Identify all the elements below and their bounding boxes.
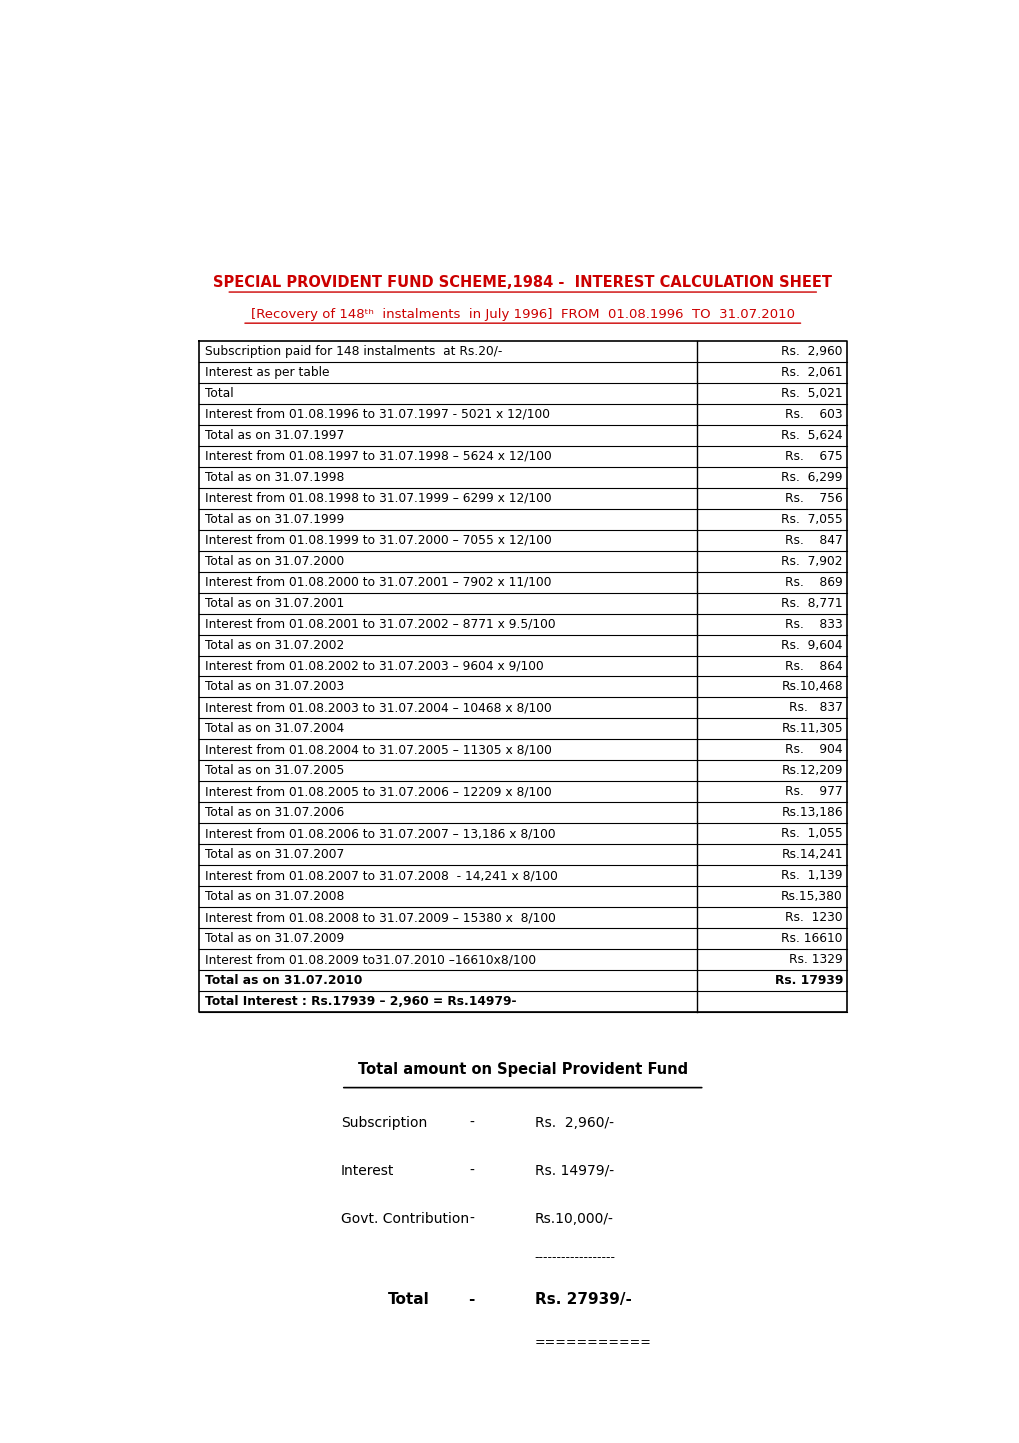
Text: Rs.    847: Rs. 847 bbox=[785, 534, 842, 547]
Text: Total as on 31.07.2004: Total as on 31.07.2004 bbox=[205, 723, 343, 736]
Text: -: - bbox=[469, 1212, 474, 1225]
Text: Rs. 1329: Rs. 1329 bbox=[789, 954, 842, 967]
Text: Rs.  1,139: Rs. 1,139 bbox=[781, 869, 842, 882]
Text: Rs.  5,021: Rs. 5,021 bbox=[781, 387, 842, 400]
Text: Rs.  7,902: Rs. 7,902 bbox=[781, 554, 842, 567]
Text: Rs.  5,624: Rs. 5,624 bbox=[781, 429, 842, 442]
Text: Subscription: Subscription bbox=[340, 1115, 427, 1130]
Text: Interest from 01.08.1999 to 31.07.2000 – 7055 x 12/100: Interest from 01.08.1999 to 31.07.2000 –… bbox=[205, 534, 551, 547]
Text: Total as on 31.07.2005: Total as on 31.07.2005 bbox=[205, 765, 344, 778]
Text: ===========: =========== bbox=[534, 1336, 651, 1349]
Text: Rs.  6,299: Rs. 6,299 bbox=[781, 470, 842, 483]
Text: Total as on 31.07.2008: Total as on 31.07.2008 bbox=[205, 890, 344, 903]
Text: Rs.    869: Rs. 869 bbox=[785, 576, 842, 589]
Text: Rs. 17939: Rs. 17939 bbox=[773, 974, 842, 987]
Text: Rs.    904: Rs. 904 bbox=[785, 743, 842, 756]
Text: Rs.    977: Rs. 977 bbox=[785, 785, 842, 798]
Text: SPECIAL PROVIDENT FUND SCHEME,1984 -  INTEREST CALCULATION SHEET: SPECIAL PROVIDENT FUND SCHEME,1984 - INT… bbox=[213, 274, 832, 290]
Text: Interest from 01.08.2008 to 31.07.2009 – 15380 x  8/100: Interest from 01.08.2008 to 31.07.2009 –… bbox=[205, 911, 555, 924]
Text: Interest from 01.08.2005 to 31.07.2006 – 12209 x 8/100: Interest from 01.08.2005 to 31.07.2006 –… bbox=[205, 785, 551, 798]
Text: Interest from 01.08.1996 to 31.07.1997 - 5021 x 12/100: Interest from 01.08.1996 to 31.07.1997 -… bbox=[205, 408, 549, 421]
Text: Interest from 01.08.1997 to 31.07.1998 – 5624 x 12/100: Interest from 01.08.1997 to 31.07.1998 –… bbox=[205, 450, 551, 463]
Text: Interest from 01.08.2006 to 31.07.2007 – 13,186 x 8/100: Interest from 01.08.2006 to 31.07.2007 –… bbox=[205, 827, 555, 840]
Text: Total as on 31.07.2006: Total as on 31.07.2006 bbox=[205, 807, 343, 820]
Text: Interest from 01.08.2001 to 31.07.2002 – 8771 x 9.5/100: Interest from 01.08.2001 to 31.07.2002 –… bbox=[205, 618, 555, 631]
Text: Rs.  8,771: Rs. 8,771 bbox=[781, 596, 842, 609]
Text: Rs. 27939/-: Rs. 27939/- bbox=[534, 1293, 631, 1307]
Text: Rs.  2,960: Rs. 2,960 bbox=[781, 345, 842, 358]
Text: Rs.   837: Rs. 837 bbox=[789, 701, 842, 714]
Text: ------------------: ------------------ bbox=[534, 1251, 615, 1264]
Text: Rs.10,468: Rs.10,468 bbox=[781, 681, 842, 694]
Text: Total amount on Special Provident Fund: Total amount on Special Provident Fund bbox=[358, 1062, 687, 1076]
Text: -: - bbox=[469, 1165, 474, 1177]
Text: Rs.14,241: Rs.14,241 bbox=[781, 848, 842, 861]
Text: Total as on 31.07.2003: Total as on 31.07.2003 bbox=[205, 681, 343, 694]
Text: Interest from 01.08.2003 to 31.07.2004 – 10468 x 8/100: Interest from 01.08.2003 to 31.07.2004 –… bbox=[205, 701, 551, 714]
Text: Rs.  9,604: Rs. 9,604 bbox=[781, 639, 842, 652]
Text: Total as on 31.07.2009: Total as on 31.07.2009 bbox=[205, 932, 343, 945]
Text: Rs.  1,055: Rs. 1,055 bbox=[781, 827, 842, 840]
Text: Rs.  7,055: Rs. 7,055 bbox=[781, 512, 842, 525]
Text: Interest from 01.08.2009 to31.07.2010 –16610x8/100: Interest from 01.08.2009 to31.07.2010 –1… bbox=[205, 954, 536, 967]
Text: Rs. 14979/-: Rs. 14979/- bbox=[534, 1165, 613, 1177]
Text: Rs.15,380: Rs.15,380 bbox=[781, 890, 842, 903]
Text: -: - bbox=[469, 1115, 474, 1130]
Text: [Recovery of 148ᵗʰ  instalments  in July 1996]  FROM  01.08.1996  TO  31.07.2010: [Recovery of 148ᵗʰ instalments in July 1… bbox=[251, 307, 794, 320]
Text: Rs.  1230: Rs. 1230 bbox=[785, 911, 842, 924]
Text: Interest from 01.08.2000 to 31.07.2001 – 7902 x 11/100: Interest from 01.08.2000 to 31.07.2001 –… bbox=[205, 576, 551, 589]
Text: Govt. Contribution: Govt. Contribution bbox=[340, 1212, 469, 1225]
Text: Rs.    864: Rs. 864 bbox=[785, 659, 842, 672]
Text: Total as on 31.07.1999: Total as on 31.07.1999 bbox=[205, 512, 343, 525]
Text: Interest: Interest bbox=[340, 1165, 394, 1177]
Text: Rs.13,186: Rs.13,186 bbox=[781, 807, 842, 820]
Text: Interest as per table: Interest as per table bbox=[205, 367, 329, 380]
Text: Rs.    675: Rs. 675 bbox=[785, 450, 842, 463]
Text: Total as on 31.07.2007: Total as on 31.07.2007 bbox=[205, 848, 343, 861]
Text: Total as on 31.07.2000: Total as on 31.07.2000 bbox=[205, 554, 343, 567]
Text: Interest from 01.08.2004 to 31.07.2005 – 11305 x 8/100: Interest from 01.08.2004 to 31.07.2005 –… bbox=[205, 743, 551, 756]
Text: -: - bbox=[468, 1293, 474, 1307]
Text: Total Interest : Rs.17939 – 2,960 = Rs.14979-: Total Interest : Rs.17939 – 2,960 = Rs.1… bbox=[205, 996, 516, 1009]
Text: Rs.    603: Rs. 603 bbox=[785, 408, 842, 421]
Text: Rs. 16610: Rs. 16610 bbox=[781, 932, 842, 945]
Text: Rs.10,000/-: Rs.10,000/- bbox=[534, 1212, 612, 1225]
Text: Rs.11,305: Rs.11,305 bbox=[781, 723, 842, 736]
Text: Total as on 31.07.1997: Total as on 31.07.1997 bbox=[205, 429, 343, 442]
Text: Total as on 31.07.2001: Total as on 31.07.2001 bbox=[205, 596, 343, 609]
Text: Rs.    756: Rs. 756 bbox=[785, 492, 842, 505]
Text: Total as on 31.07.2002: Total as on 31.07.2002 bbox=[205, 639, 343, 652]
Text: Rs.  2,061: Rs. 2,061 bbox=[781, 367, 842, 380]
Text: Interest from 01.08.1998 to 31.07.1999 – 6299 x 12/100: Interest from 01.08.1998 to 31.07.1999 –… bbox=[205, 492, 551, 505]
Text: Rs.12,209: Rs.12,209 bbox=[781, 765, 842, 778]
Text: Total as on 31.07.2010: Total as on 31.07.2010 bbox=[205, 974, 362, 987]
Text: Subscription paid for 148 instalments  at Rs.20/-: Subscription paid for 148 instalments at… bbox=[205, 345, 501, 358]
Text: Total: Total bbox=[388, 1293, 430, 1307]
Text: Interest from 01.08.2002 to 31.07.2003 – 9604 x 9/100: Interest from 01.08.2002 to 31.07.2003 –… bbox=[205, 659, 543, 672]
Text: Rs.    833: Rs. 833 bbox=[785, 618, 842, 631]
Text: Rs.  2,960/-: Rs. 2,960/- bbox=[534, 1115, 613, 1130]
Text: Total: Total bbox=[205, 387, 233, 400]
Text: Total as on 31.07.1998: Total as on 31.07.1998 bbox=[205, 470, 344, 483]
Text: Interest from 01.08.2007 to 31.07.2008  - 14,241 x 8/100: Interest from 01.08.2007 to 31.07.2008 -… bbox=[205, 869, 557, 882]
